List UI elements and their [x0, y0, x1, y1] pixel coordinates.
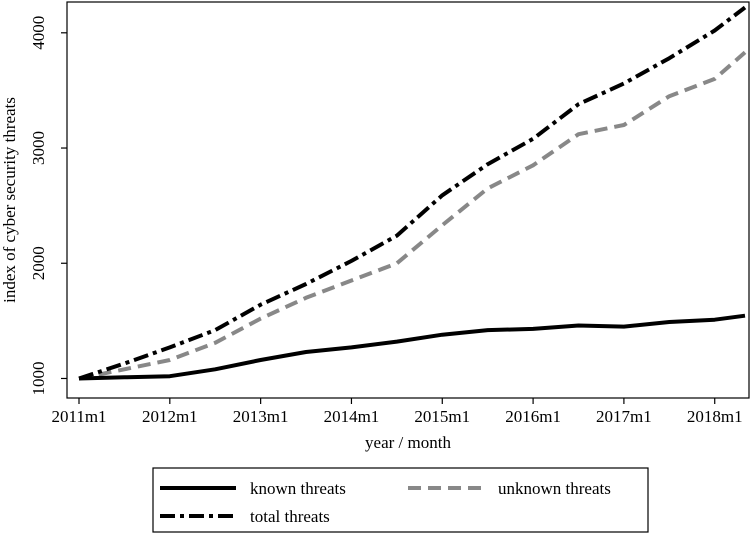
- x-tick-label: 2011m1: [51, 407, 106, 426]
- y-axis-title: index of cyber security threats: [0, 97, 19, 303]
- legend-label: unknown threats: [498, 479, 611, 498]
- x-axis-title: year / month: [365, 433, 451, 452]
- x-axis: 2011m1 2012m1 2013m1 2014m1 2015m1 2016m1 2017…: [51, 398, 743, 426]
- x-tick-label: 2015m1: [414, 407, 470, 426]
- y-tick-label: 4000: [29, 16, 48, 50]
- x-tick-label: 2012m1: [142, 407, 198, 426]
- legend: known threats unknown threats total threat…: [152, 467, 649, 533]
- plot-frame: [66, 1, 750, 399]
- series-lines: [78, 5, 747, 381]
- legend-label: known threats: [250, 479, 346, 498]
- x-tick-label: 2018m1: [687, 407, 743, 426]
- y-tick-label: 2000: [29, 246, 48, 280]
- x-tick-label: 2014m1: [324, 407, 380, 426]
- x-tick-label: 2013m1: [233, 407, 289, 426]
- series-line-unknown-threats: [78, 50, 747, 381]
- series-line-known-threats: [78, 313, 746, 381]
- legend-box: [152, 467, 649, 533]
- legend-label: total threats: [250, 507, 330, 526]
- y-axis: 1000 2000 3000 4000: [29, 16, 67, 395]
- x-tick-label: 2016m1: [505, 407, 561, 426]
- y-tick-label: 3000: [29, 131, 48, 165]
- y-tick-label: 1000: [29, 361, 48, 395]
- series-line-total-threats: [78, 5, 747, 381]
- x-tick-label: 2017m1: [596, 407, 652, 426]
